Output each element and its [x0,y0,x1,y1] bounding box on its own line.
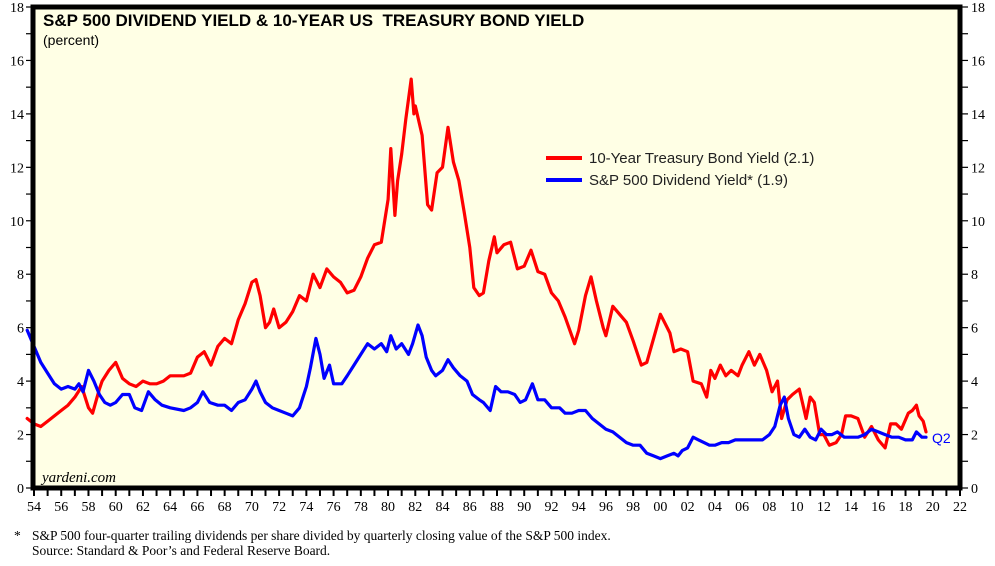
y-tick-label-left: 10 [10,215,24,230]
x-tick-label: 94 [572,500,586,515]
x-tick-label: 58 [81,500,95,515]
x-tick-label: 12 [817,500,831,515]
series-line-treasury-yield [25,77,928,450]
x-tick-label: 08 [762,500,776,515]
y-tick-label-right: 2 [971,429,978,444]
x-tick-label: 02 [681,500,695,515]
y-tick-label-left: 6 [17,322,24,337]
x-tick-label: 82 [408,500,422,515]
footnote-source: Source: Standard & Poor’s and Federal Re… [32,543,331,558]
x-tick-label: 66 [190,500,204,515]
y-tick-label-right: 8 [971,268,978,283]
footnote-marker: * [14,528,21,543]
x-tick-label: 56 [54,500,68,515]
x-tick-label: 76 [327,500,341,515]
x-tick-label: 20 [926,500,940,515]
series-line-dividend-yield [25,323,928,461]
y-axis-left: 0 2 4 6 8 10 12 14 16 18 [10,1,32,497]
y-tick-label-left: 12 [10,161,24,176]
x-tick-label: 00 [653,500,667,515]
chart-subtitle: (percent) [43,32,99,48]
legend-label-treasury: 10-Year Treasury Bond Yield (2.1) [589,150,814,167]
x-tick-label: 96 [599,500,613,515]
x-tick-label: 98 [626,500,640,515]
y-tick-label-right: 12 [971,161,985,176]
y-tick-label-right: 10 [971,215,985,230]
y-tick-label-right: 6 [971,322,978,337]
legend-label-dividend: S&P 500 Dividend Yield* (1.9) [589,172,788,189]
chart-title: S&P 500 DIVIDEND YIELD & 10-YEAR US TREA… [43,11,584,30]
x-tick-label: 86 [463,500,477,515]
y-tick-label-right: 16 [971,54,985,69]
x-tick-label: 80 [381,500,395,515]
y-axis-right: 0 2 4 6 8 10 12 14 16 18 [962,1,985,497]
y-tick-label-left: 8 [17,268,24,283]
x-tick-label: 92 [544,500,558,515]
x-tick-label: 84 [436,500,450,515]
x-tick-label: 90 [517,500,531,515]
x-tick-label: 74 [299,500,313,515]
y-tick-label-right: 14 [971,108,985,123]
y-tick-label-right: 18 [971,1,985,16]
x-tick-label: 14 [844,500,858,515]
x-tick-label: 06 [735,500,749,515]
x-tick-label: 78 [354,500,368,515]
x-tick-label: 04 [708,500,722,515]
y-tick-label-right: 0 [971,482,978,497]
y-tick-label-left: 4 [17,375,24,390]
x-tick-label: 72 [272,500,286,515]
series-layer [25,77,928,461]
watermark: yardeni.com [40,470,116,486]
y-tick-label-right: 4 [971,375,978,390]
end-period-label: Q2 [932,430,951,446]
x-tick-label: 18 [899,500,913,515]
x-tick-label: 54 [27,500,41,515]
legend: 10-Year Treasury Bond Yield (2.1) S&P 50… [546,150,814,189]
y-tick-label-left: 18 [10,1,24,16]
x-tick-label: 68 [218,500,232,515]
footnote-text: S&P 500 four-quarter trailing dividends … [32,528,611,543]
x-tick-label: 88 [490,500,504,515]
x-tick-label: 62 [136,500,150,515]
x-tick-label: 10 [790,500,804,515]
x-tick-label: 60 [109,500,123,515]
x-tick-label: 70 [245,500,259,515]
x-tick-label: 64 [163,500,177,515]
x-tick-label: 16 [871,500,885,515]
y-tick-label-left: 14 [10,108,24,123]
x-axis: 54 56 58 60 62 64 66 68 70 72 74 76 78 80 82 84 86 88 90 92… [27,490,967,515]
footnote: * S&P 500 four-quarter trailing dividends… [14,528,611,558]
y-tick-label-left: 2 [17,429,24,444]
footnote-line-1: * S&P 500 four-quarter trailing dividends… [14,528,611,543]
x-tick-label: 22 [953,500,967,515]
y-tick-label-left: 0 [17,482,24,497]
plot-frame [30,4,963,491]
y-tick-label-left: 16 [10,54,24,69]
